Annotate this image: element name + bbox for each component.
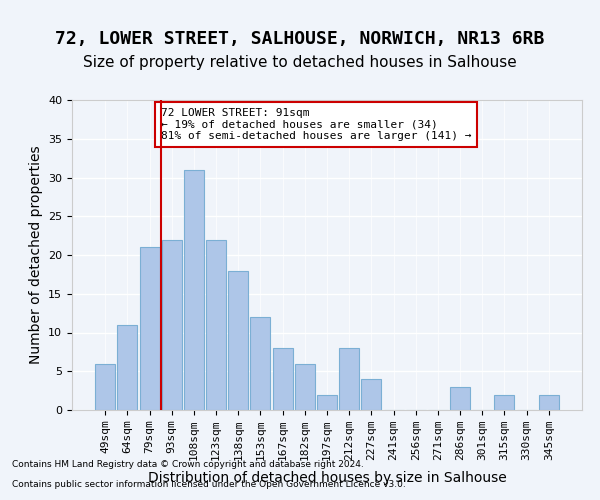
Bar bbox=[295, 364, 315, 410]
Bar bbox=[162, 240, 182, 410]
Bar bbox=[494, 394, 514, 410]
Text: 72, LOWER STREET, SALHOUSE, NORWICH, NR13 6RB: 72, LOWER STREET, SALHOUSE, NORWICH, NR1… bbox=[55, 30, 545, 48]
Bar bbox=[140, 247, 160, 410]
Bar bbox=[317, 394, 337, 410]
Text: Contains public sector information licensed under the Open Government Licence v3: Contains public sector information licen… bbox=[12, 480, 406, 489]
Y-axis label: Number of detached properties: Number of detached properties bbox=[29, 146, 43, 364]
Bar bbox=[250, 317, 271, 410]
Text: Contains HM Land Registry data © Crown copyright and database right 2024.: Contains HM Land Registry data © Crown c… bbox=[12, 460, 364, 469]
Bar bbox=[361, 379, 382, 410]
Bar bbox=[118, 325, 137, 410]
Bar bbox=[450, 387, 470, 410]
Text: 72 LOWER STREET: 91sqm
← 19% of detached houses are smaller (34)
81% of semi-det: 72 LOWER STREET: 91sqm ← 19% of detached… bbox=[161, 108, 471, 141]
Bar bbox=[184, 170, 204, 410]
Bar bbox=[272, 348, 293, 410]
Bar bbox=[339, 348, 359, 410]
Bar bbox=[228, 270, 248, 410]
Bar bbox=[95, 364, 115, 410]
X-axis label: Distribution of detached houses by size in Salhouse: Distribution of detached houses by size … bbox=[148, 472, 506, 486]
Text: Size of property relative to detached houses in Salhouse: Size of property relative to detached ho… bbox=[83, 55, 517, 70]
Bar bbox=[206, 240, 226, 410]
Bar bbox=[539, 394, 559, 410]
